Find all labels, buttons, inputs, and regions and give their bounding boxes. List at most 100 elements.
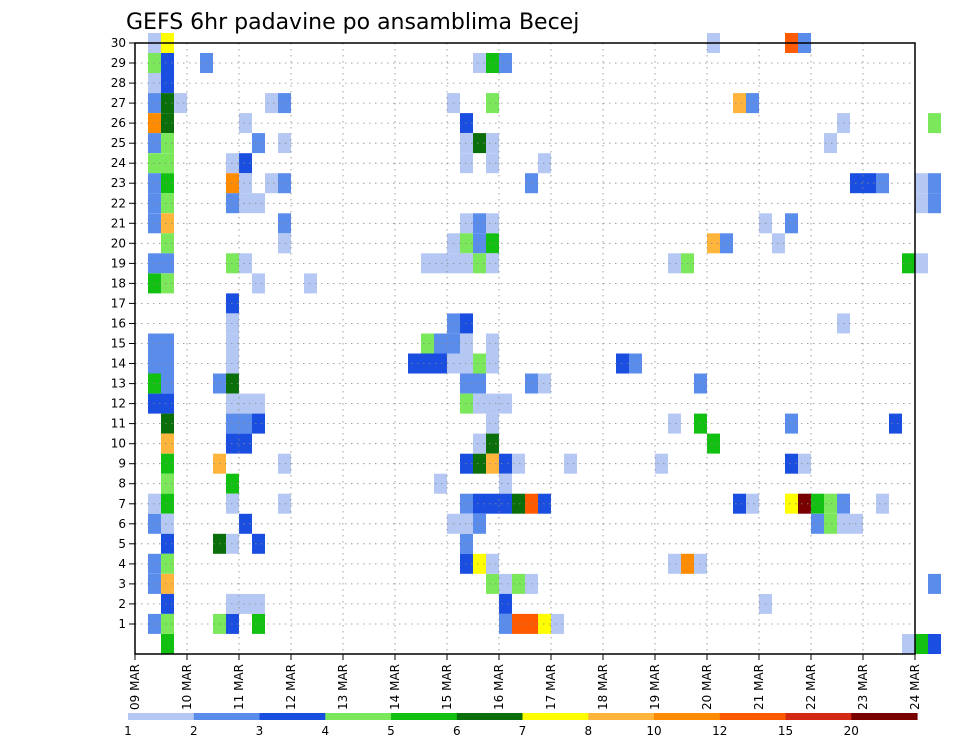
y-tick-label: 5 xyxy=(118,537,126,551)
heatmap-cell xyxy=(434,353,447,374)
heatmap-cell xyxy=(902,634,915,654)
y-tick-label: 1 xyxy=(118,617,126,631)
heatmap-cell xyxy=(473,493,486,514)
heatmap-cell xyxy=(928,573,941,594)
heatmap-cell xyxy=(798,493,811,514)
heatmap-cell xyxy=(876,493,889,514)
y-tick-label: 27 xyxy=(111,96,126,110)
heatmap-cell xyxy=(408,353,421,374)
heatmap-cell xyxy=(785,493,798,514)
heatmap-cell xyxy=(486,393,499,414)
heatmap-cell xyxy=(486,333,499,354)
heatmap-cell xyxy=(161,493,174,514)
x-tick-label: 10 MAR xyxy=(180,664,194,710)
heatmap-cell xyxy=(239,113,252,134)
colorbar-label: 5 xyxy=(387,724,395,738)
heatmap-cell xyxy=(889,413,902,434)
heatmap-cell xyxy=(252,193,265,214)
heatmap-cell xyxy=(785,213,798,234)
colorbar-label: 8 xyxy=(584,724,592,738)
colorbar-label: 2 xyxy=(190,724,198,738)
heatmap-cell xyxy=(434,333,447,354)
y-tick-label: 11 xyxy=(111,417,126,431)
heatmap-cell xyxy=(811,513,824,534)
y-tick-label: 25 xyxy=(111,136,126,150)
heatmap-cell xyxy=(239,433,252,454)
y-axis: 1234567891011121314151617181920212223242… xyxy=(111,36,135,631)
x-tick-label: 17 MAR xyxy=(544,664,558,710)
x-tick-label: 21 MAR xyxy=(752,664,766,710)
heatmap-cell xyxy=(486,353,499,374)
x-tick-label: 15 MAR xyxy=(440,664,454,710)
y-tick-label: 7 xyxy=(118,497,126,511)
heatmap-cell xyxy=(512,493,525,514)
colorbar-swatch xyxy=(259,713,326,720)
heatmap-cell xyxy=(161,253,174,274)
y-tick-label: 18 xyxy=(111,276,126,290)
heatmap-cell xyxy=(278,173,291,194)
y-tick-label: 26 xyxy=(111,116,126,130)
heatmap-cell xyxy=(200,53,213,73)
heatmap-cell xyxy=(161,453,174,474)
heatmap-cell xyxy=(161,373,174,394)
heatmap-cell xyxy=(928,113,941,134)
heatmap-cell xyxy=(239,253,252,274)
heatmap-cell xyxy=(499,473,512,494)
heatmap-cell xyxy=(174,93,187,114)
heatmap-cell xyxy=(486,133,499,154)
heatmap-cell xyxy=(668,413,681,434)
colorbar-swatch xyxy=(785,713,852,720)
y-tick-label: 3 xyxy=(118,577,126,591)
colorbar-label: 3 xyxy=(256,724,264,738)
heatmap-cell xyxy=(278,493,291,514)
colorbar-label: 6 xyxy=(453,724,461,738)
y-tick-label: 14 xyxy=(111,357,126,371)
heatmap-cell xyxy=(278,233,291,254)
colorbar-label: 15 xyxy=(778,724,793,738)
heatmap-cell xyxy=(746,93,759,114)
heatmap-cell xyxy=(473,553,486,574)
heatmap-cell xyxy=(486,433,499,454)
x-tick-label: 09 MAR xyxy=(128,664,142,710)
heatmap-cell xyxy=(720,233,733,254)
heatmap-cell xyxy=(733,93,746,114)
heatmap-cell xyxy=(421,353,434,374)
heatmap-cell xyxy=(928,173,941,194)
heatmap-cell xyxy=(252,613,265,634)
heatmap-cell xyxy=(161,153,174,174)
heatmap-cell xyxy=(811,493,824,514)
heatmap-cell xyxy=(499,573,512,594)
heatmap-cell xyxy=(486,93,499,114)
colorbar-swatch xyxy=(193,713,261,720)
heatmap-cell xyxy=(733,493,746,514)
heatmap-cell xyxy=(486,213,499,234)
heatmap-cell xyxy=(161,553,174,574)
heatmap-cell xyxy=(421,333,434,354)
y-tick-label: 16 xyxy=(111,317,126,331)
heatmap-cell xyxy=(161,73,174,93)
heatmap-cell xyxy=(499,453,512,474)
heatmap-cell xyxy=(486,53,499,73)
heatmap-cell xyxy=(161,93,174,114)
heatmap-cell xyxy=(785,413,798,434)
heatmap-cell xyxy=(434,253,447,274)
heatmap-cell xyxy=(785,453,798,474)
heatmap-cell xyxy=(668,253,681,274)
heatmap-cell xyxy=(655,453,668,474)
x-tick-label: 18 MAR xyxy=(596,664,610,710)
heatmap-cell xyxy=(239,173,252,194)
heatmap-cell xyxy=(915,634,928,654)
chart-title: GEFS 6hr padavine po ansamblima Becej xyxy=(126,10,579,35)
heatmap-cell xyxy=(161,113,174,134)
heatmap-cell xyxy=(928,634,941,654)
heatmap-cell xyxy=(421,253,434,274)
heatmap-cell xyxy=(629,353,642,374)
heatmap-cell xyxy=(551,613,564,634)
heatmap-cell xyxy=(668,553,681,574)
heatmap-cell xyxy=(499,393,512,414)
x-tick-label: 24 MAR xyxy=(908,664,922,710)
heatmap-cell xyxy=(486,453,499,474)
heatmap-cell xyxy=(473,53,486,73)
colorbar-label: 12 xyxy=(712,724,727,738)
heatmap-cell xyxy=(902,253,915,274)
